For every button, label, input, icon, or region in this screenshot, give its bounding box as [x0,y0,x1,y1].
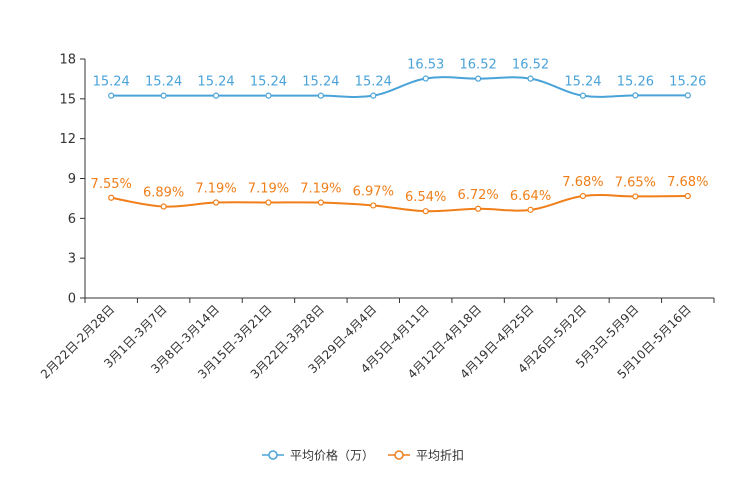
data-label: 7.19% [248,182,289,197]
data-point [684,92,691,99]
data-point [422,208,429,215]
data-point [370,202,377,209]
data-label: 7.19% [195,182,236,197]
data-point [265,199,272,206]
data-label: 6.64% [510,189,551,204]
data-label: 6.54% [405,190,446,205]
data-point [108,194,115,201]
legend-label: 平均折扣 [416,448,464,463]
data-label: 15.24 [355,75,392,90]
data-label: 15.24 [302,75,339,90]
data-label: 7.55% [91,177,132,192]
y-tick-label: 15 [59,92,76,107]
y-tick-label: 0 [68,292,76,307]
data-point [475,205,482,212]
data-label: 6.72% [457,188,498,203]
legend-marker-icon [394,450,404,460]
data-point [317,199,324,206]
axes: 03691215182月22日-2月28日3月1日-3月7日3月8日-3月14日… [38,53,715,382]
data-point [108,92,115,99]
data-point [317,92,324,99]
data-point [422,75,429,82]
data-point [212,92,220,99]
y-tick-label: 6 [68,212,76,227]
y-tick-label: 18 [59,53,76,68]
data-label: 15.24 [250,75,287,90]
legend-marker-icon [268,450,278,460]
data-label: 15.24 [145,75,182,90]
data-label: 15.26 [617,74,654,89]
data-point [527,206,534,213]
data-label: 7.19% [300,182,341,197]
series-layer: 15.24 15.24 15.24 15.24 15.24 15.24 16.53 16.52… [91,58,708,215]
series-2: 7.55% 6.89% 7.19% 7.19% 7.19% 6.97% 6.54% 6.72%… [91,175,708,215]
legend-item-1: 平均价格（万） [262,448,374,463]
data-point [160,203,167,210]
y-tick-label: 3 [68,252,76,267]
data-label: 7.68% [562,175,603,190]
data-label: 15.24 [93,75,130,90]
data-point [212,199,220,206]
legend-label: 平均价格（万） [290,448,374,463]
data-label: 15.24 [197,75,234,90]
data-label: 15.26 [669,74,706,89]
data-label: 6.89% [143,186,184,201]
data-point [265,92,272,99]
data-label: 6.97% [353,184,394,199]
y-tick-label: 9 [68,172,76,187]
data-point [579,92,587,99]
data-point [160,92,167,99]
data-label: 16.53 [407,58,444,73]
data-label: 16.52 [512,58,549,73]
series-1: 15.24 15.24 15.24 15.24 15.24 15.24 16.53 16.52… [93,58,706,99]
data-label: 7.68% [667,175,708,190]
series-line [111,76,688,99]
legend: 平均价格（万） 平均折扣 [262,448,464,463]
y-tick-label: 12 [59,132,76,147]
data-point [579,192,587,200]
data-label: 16.52 [460,58,497,73]
series-line [111,194,688,213]
legend-item-2: 平均折扣 [388,448,464,463]
data-point [527,75,534,82]
data-point [475,75,482,82]
data-point [684,192,691,200]
x-tick-label: 2月22日-2月28日 [38,302,117,381]
data-point [632,193,639,200]
data-label: 15.24 [564,75,601,90]
data-point [370,92,377,99]
data-point [632,92,639,99]
data-label: 7.65% [615,175,656,190]
